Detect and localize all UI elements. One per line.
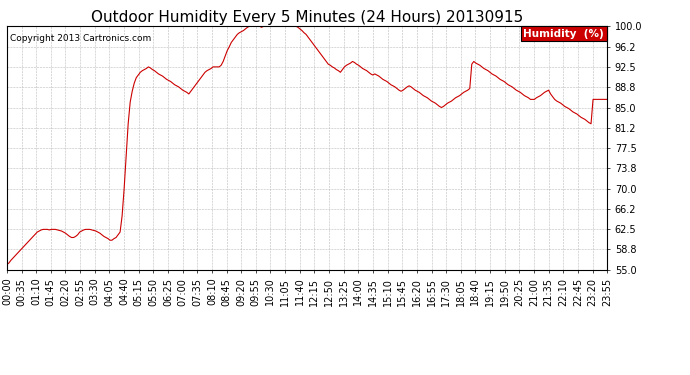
Text: Copyright 2013 Cartronics.com: Copyright 2013 Cartronics.com [10, 34, 151, 43]
Text: Humidity  (%): Humidity (%) [524, 29, 604, 39]
Title: Outdoor Humidity Every 5 Minutes (24 Hours) 20130915: Outdoor Humidity Every 5 Minutes (24 Hou… [91, 10, 523, 25]
